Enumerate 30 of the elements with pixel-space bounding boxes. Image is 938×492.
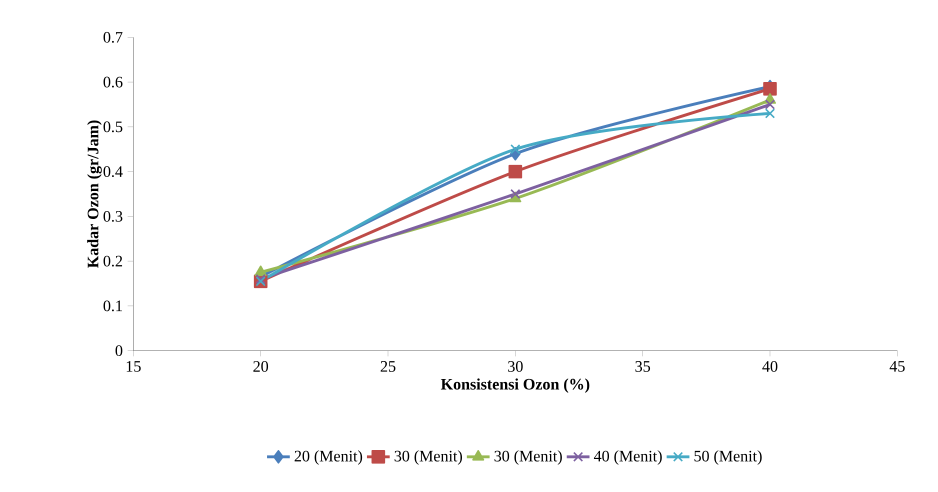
x-tick-label: 25 bbox=[380, 361, 396, 372]
y-tick-label: 0.7 bbox=[104, 32, 122, 43]
y-tick-label: 0.6 bbox=[104, 76, 122, 88]
x-tick-label: 15 bbox=[126, 361, 141, 372]
x-tick-label: 20 bbox=[253, 361, 268, 372]
legend-label: 30 (Menit) bbox=[494, 450, 562, 465]
x-tick-label: 30 bbox=[508, 361, 523, 372]
legend-label: 40 (Menit) bbox=[594, 450, 662, 465]
point bbox=[256, 274, 266, 284]
x-tick-label: 35 bbox=[635, 361, 650, 372]
x-axis-title: Konsistensi Ozon (%) bbox=[440, 378, 590, 393]
legend-label: 50 (Menit) bbox=[694, 450, 762, 465]
x-tick-label: 40 bbox=[762, 361, 778, 372]
y-tick-label: 0 bbox=[116, 345, 122, 356]
y-tick-label: 0.2 bbox=[104, 256, 122, 267]
y-tick-label: 0.4 bbox=[104, 166, 123, 178]
point bbox=[763, 82, 777, 96]
point bbox=[510, 144, 520, 154]
x-tick-label: 45 bbox=[890, 361, 905, 372]
point bbox=[254, 266, 267, 276]
point bbox=[510, 188, 520, 200]
legend-label: 30 (Menit) bbox=[394, 450, 462, 465]
point bbox=[508, 164, 522, 178]
y-tick-label: 0.1 bbox=[104, 300, 122, 312]
point bbox=[764, 99, 776, 110]
y-tick-label: 0.3 bbox=[104, 210, 122, 222]
legend-label: 20 (Menit) bbox=[294, 450, 362, 465]
y-axis-title: Kadar Ozon (gr/Jam) bbox=[87, 120, 102, 268]
point bbox=[764, 108, 776, 118]
y-tick-label: 0.5 bbox=[104, 121, 122, 132]
